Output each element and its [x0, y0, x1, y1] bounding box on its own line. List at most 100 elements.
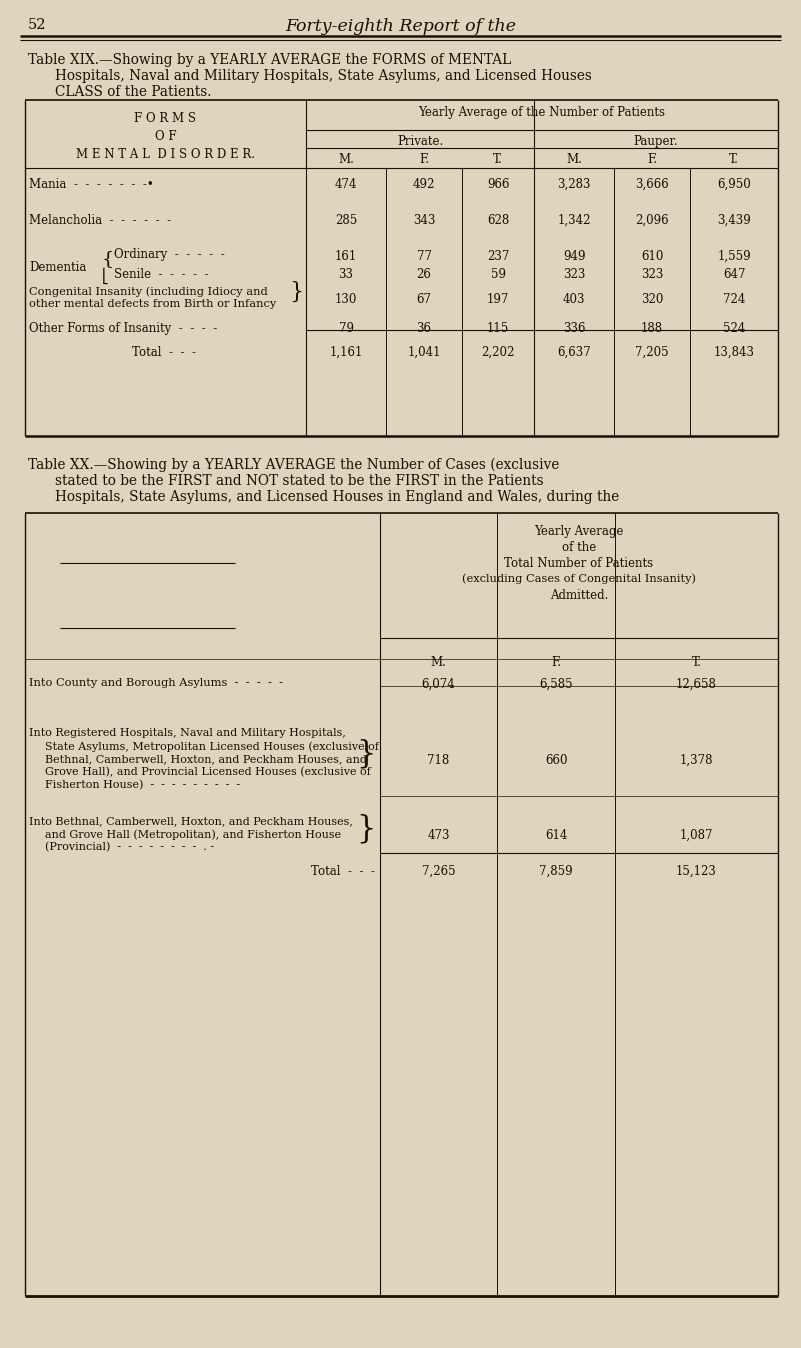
Text: T.: T. [691, 656, 702, 669]
Text: 77: 77 [417, 249, 432, 263]
Text: 6,585: 6,585 [539, 678, 573, 692]
Text: 79: 79 [339, 322, 353, 336]
Text: Melancholia  -  -  -  -  -  -: Melancholia - - - - - - [29, 214, 171, 226]
Text: Yearly Average of the Number of Patients: Yearly Average of the Number of Patients [418, 106, 666, 119]
Text: Total  -  -  -: Total - - - [131, 346, 195, 359]
Text: of the: of the [562, 541, 596, 554]
Text: 323: 323 [641, 268, 663, 280]
Text: (Provincial)  -  -  -  -  -  -  -  -  . -: (Provincial) - - - - - - - - . - [45, 842, 214, 852]
Text: 2,202: 2,202 [481, 346, 515, 359]
Text: {: { [102, 249, 115, 268]
Text: 6,074: 6,074 [421, 678, 456, 692]
Text: 3,439: 3,439 [717, 214, 751, 226]
Text: Into Bethnal, Camberwell, Hoxton, and Peckham Houses,: Into Bethnal, Camberwell, Hoxton, and Pe… [29, 816, 353, 826]
Text: }: } [356, 813, 376, 844]
Text: 323: 323 [563, 268, 586, 280]
Text: Congenital Insanity (including Idiocy and: Congenital Insanity (including Idiocy an… [29, 286, 268, 297]
Text: 1,342: 1,342 [557, 214, 591, 226]
Text: 3,666: 3,666 [635, 178, 669, 191]
Text: F O R M S: F O R M S [135, 112, 196, 125]
Text: 161: 161 [335, 249, 357, 263]
Text: 3,283: 3,283 [557, 178, 591, 191]
Text: 26: 26 [417, 268, 432, 280]
Text: 403: 403 [563, 293, 586, 306]
Text: Other Forms of Insanity  -  -  -  -: Other Forms of Insanity - - - - [29, 322, 217, 336]
Text: F.: F. [551, 656, 561, 669]
Text: other mental defects from Birth or Infancy: other mental defects from Birth or Infan… [29, 299, 276, 309]
Text: 1,378: 1,378 [680, 754, 713, 767]
Text: Forty-eighth Report of the: Forty-eighth Report of the [285, 18, 517, 35]
Text: and Grove Hall (Metropolitan), and Fisherton House: and Grove Hall (Metropolitan), and Fishe… [45, 829, 341, 840]
Text: 320: 320 [641, 293, 663, 306]
Text: Grove Hall), and Provincial Licensed Houses (exclusive of: Grove Hall), and Provincial Licensed Hou… [45, 767, 371, 778]
Text: 15,123: 15,123 [676, 865, 717, 878]
Text: Table XIX.—Showing by a YEARLY AVERAGE the FORMS of MENTAL: Table XIX.—Showing by a YEARLY AVERAGE t… [28, 53, 511, 67]
Text: 647: 647 [723, 268, 745, 280]
Text: 6,950: 6,950 [717, 178, 751, 191]
Text: }: } [356, 739, 376, 770]
Text: Table XX.—Showing by a YEARLY AVERAGE the Number of Cases (exclusive: Table XX.—Showing by a YEARLY AVERAGE th… [28, 458, 559, 472]
Text: T.: T. [729, 154, 739, 166]
Text: Pauper.: Pauper. [634, 135, 678, 148]
Text: Hospitals, Naval and Military Hospitals, State Asylums, and Licensed Houses: Hospitals, Naval and Military Hospitals,… [55, 69, 592, 84]
Text: 1,041: 1,041 [407, 346, 441, 359]
Text: 628: 628 [487, 214, 509, 226]
Text: Mania  -  -  -  -  -  -  -•: Mania - - - - - - -• [29, 178, 154, 191]
Text: 6,637: 6,637 [557, 346, 591, 359]
Text: 949: 949 [563, 249, 586, 263]
Text: 67: 67 [417, 293, 432, 306]
Text: 237: 237 [487, 249, 509, 263]
Text: Yearly Average: Yearly Average [534, 524, 624, 538]
Text: Admitted.: Admitted. [549, 589, 608, 603]
Text: M.: M. [431, 656, 446, 669]
Text: (excluding Cases of Congenital Insanity): (excluding Cases of Congenital Insanity) [462, 573, 696, 584]
Text: T.: T. [493, 154, 503, 166]
Text: 1,559: 1,559 [717, 249, 751, 263]
Text: 130: 130 [335, 293, 357, 306]
Text: 660: 660 [545, 754, 567, 767]
Text: Total  -  -  -: Total - - - [311, 865, 375, 878]
Text: 197: 197 [487, 293, 509, 306]
Text: CLASS of the Patients.: CLASS of the Patients. [55, 85, 211, 98]
Text: 36: 36 [417, 322, 432, 336]
Text: stated to be the FIRST and NOT stated to be the FIRST in the Patients: stated to be the FIRST and NOT stated to… [55, 474, 544, 488]
Text: 1,087: 1,087 [680, 829, 713, 842]
Text: Into County and Borough Asylums  -  -  -  -  -: Into County and Borough Asylums - - - - … [29, 678, 283, 687]
Text: Into Registered Hospitals, Naval and Military Hospitals,: Into Registered Hospitals, Naval and Mil… [29, 728, 346, 737]
Text: Ordinary  -  -  -  -  -: Ordinary - - - - - [114, 248, 225, 262]
Text: Bethnal, Camberwell, Hoxton, and Peckham Houses, and: Bethnal, Camberwell, Hoxton, and Peckham… [45, 754, 367, 764]
Text: 188: 188 [641, 322, 663, 336]
Text: M E N T A L  D I S O R D E R.: M E N T A L D I S O R D E R. [76, 148, 255, 160]
Text: 285: 285 [335, 214, 357, 226]
Text: 7,859: 7,859 [539, 865, 573, 878]
Text: 966: 966 [487, 178, 509, 191]
Text: Senile  -  -  -  -  -: Senile - - - - - [114, 268, 208, 280]
Text: 724: 724 [723, 293, 745, 306]
Text: }: } [289, 280, 303, 303]
Text: 614: 614 [545, 829, 567, 842]
Text: 610: 610 [641, 249, 663, 263]
Text: M.: M. [566, 154, 582, 166]
Text: 336: 336 [563, 322, 586, 336]
Text: 52: 52 [28, 18, 46, 32]
Text: Fisherton House)  -  -  -  -  -  -  -  -  -: Fisherton House) - - - - - - - - - [45, 780, 240, 790]
Text: Dementia: Dementia [29, 262, 87, 274]
Text: O F: O F [155, 129, 176, 143]
Text: Total Number of Patients: Total Number of Patients [505, 557, 654, 570]
Text: 473: 473 [427, 829, 449, 842]
Text: State Asylums, Metropolitan Licensed Houses (exclusive of: State Asylums, Metropolitan Licensed Hou… [45, 741, 379, 752]
Text: 13,843: 13,843 [714, 346, 755, 359]
Text: F.: F. [419, 154, 429, 166]
Text: M.: M. [338, 154, 354, 166]
Text: 718: 718 [428, 754, 449, 767]
Text: 7,205: 7,205 [635, 346, 669, 359]
Text: 59: 59 [490, 268, 505, 280]
Text: 33: 33 [339, 268, 353, 280]
Text: 7,265: 7,265 [421, 865, 455, 878]
Text: 2,096: 2,096 [635, 214, 669, 226]
Text: 524: 524 [723, 322, 745, 336]
Text: Private.: Private. [396, 135, 443, 148]
Text: Hospitals, State Asylums, and Licensed Houses in England and Wales, during the: Hospitals, State Asylums, and Licensed H… [55, 491, 619, 504]
Text: 474: 474 [335, 178, 357, 191]
Text: 492: 492 [413, 178, 435, 191]
